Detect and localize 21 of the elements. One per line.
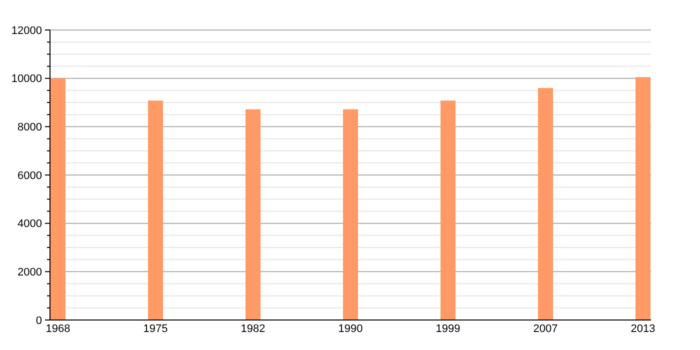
x-tick-label: 1968 <box>46 323 70 335</box>
y-tick-label: 6000 <box>18 170 42 182</box>
x-tick-label: 1999 <box>436 323 460 335</box>
x-tick-label: 1975 <box>143 323 168 335</box>
y-tick-label: 10000 <box>11 73 42 86</box>
y-tick-label: 0 <box>36 314 42 327</box>
y-tick-label: 4000 <box>18 218 42 230</box>
bar <box>148 100 163 320</box>
bar <box>538 88 553 320</box>
bar <box>246 109 260 320</box>
y-tick-label: 8000 <box>18 122 42 134</box>
x-tick-label: 2007 <box>533 323 558 335</box>
bar <box>50 78 66 320</box>
y-tick-label: 2000 <box>18 266 42 279</box>
y-tick-label: 12000 <box>11 24 42 37</box>
x-tick-label: 1982 <box>240 323 266 335</box>
bar <box>636 77 650 320</box>
bar <box>440 100 456 320</box>
x-tick-label: 2013 <box>630 323 656 335</box>
bar <box>343 109 358 320</box>
x-tick-label: 1990 <box>338 323 363 335</box>
